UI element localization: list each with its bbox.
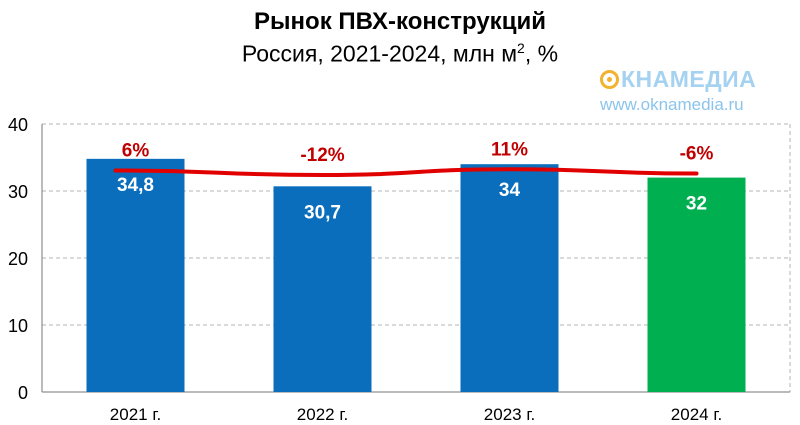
bar-value-label: 34,8 — [117, 175, 154, 196]
y-tick-label: 40 — [8, 115, 28, 135]
bar — [647, 177, 746, 392]
subtitle-superscript: 2 — [517, 40, 525, 56]
oknamedia-logo: КНАМЕДИА www.oknamedia.ru — [600, 66, 790, 115]
chart-subtitle: Россия, 2021-2024, млн м2, % — [0, 40, 800, 68]
y-tick-label: 30 — [8, 182, 28, 202]
x-tick-label: 2023 г. — [484, 405, 535, 424]
x-tick-label: 2024 г. — [671, 405, 722, 424]
x-tick-label: 2022 г. — [297, 405, 348, 424]
bar-value-label: 32 — [686, 194, 707, 215]
x-tick-label: 2021 г. — [110, 405, 161, 424]
bar — [460, 164, 559, 392]
growth-label: -12% — [300, 145, 344, 166]
y-tick-label: 0 — [18, 383, 28, 403]
growth-label: 11% — [491, 139, 528, 160]
logo-sun-icon — [600, 70, 619, 89]
y-tick-label: 10 — [8, 316, 28, 336]
bar-value-label: 34 — [499, 180, 521, 201]
bar — [273, 186, 372, 392]
subtitle-suffix: , % — [524, 40, 559, 67]
logo-name-text: КНАМЕДИА — [621, 66, 757, 92]
bar — [86, 158, 185, 392]
growth-label: -6% — [680, 144, 714, 165]
growth-line — [113, 167, 699, 178]
logo-url: www.oknamedia.ru — [600, 95, 744, 114]
growth-label: 6% — [122, 141, 150, 162]
bar-value-label: 30,7 — [304, 202, 341, 223]
chart-title: Рынок ПВХ-конструкций — [254, 8, 546, 35]
logo-name: КНАМЕДИА — [600, 66, 790, 93]
y-tick-label: 20 — [8, 249, 28, 269]
subtitle-text: Россия, 2021-2024, млн м — [241, 40, 518, 67]
